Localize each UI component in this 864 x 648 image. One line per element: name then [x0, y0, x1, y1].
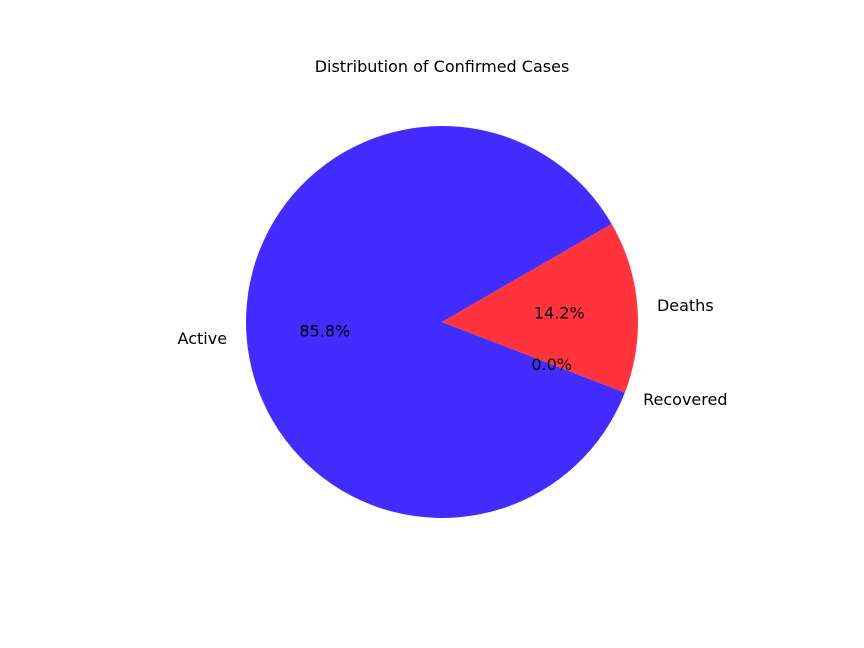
- pie-slice-active: [245, 125, 625, 518]
- chart-title: Distribution of Confirmed Cases: [315, 57, 570, 76]
- slice-label-recovered: Recovered: [643, 390, 727, 409]
- pie-slice-deaths: [442, 224, 638, 393]
- labels-layer: Active 85.8% Recovered 0.0% Deaths 14.2%: [178, 296, 728, 409]
- pct-label-active: 85.8%: [299, 322, 350, 341]
- slices-layer: [245, 125, 638, 518]
- pct-label-recovered: 0.0%: [531, 355, 572, 374]
- pct-label-deaths: 14.2%: [534, 303, 585, 322]
- slice-label-deaths: Deaths: [657, 296, 714, 315]
- slice-label-active: Active: [178, 329, 228, 348]
